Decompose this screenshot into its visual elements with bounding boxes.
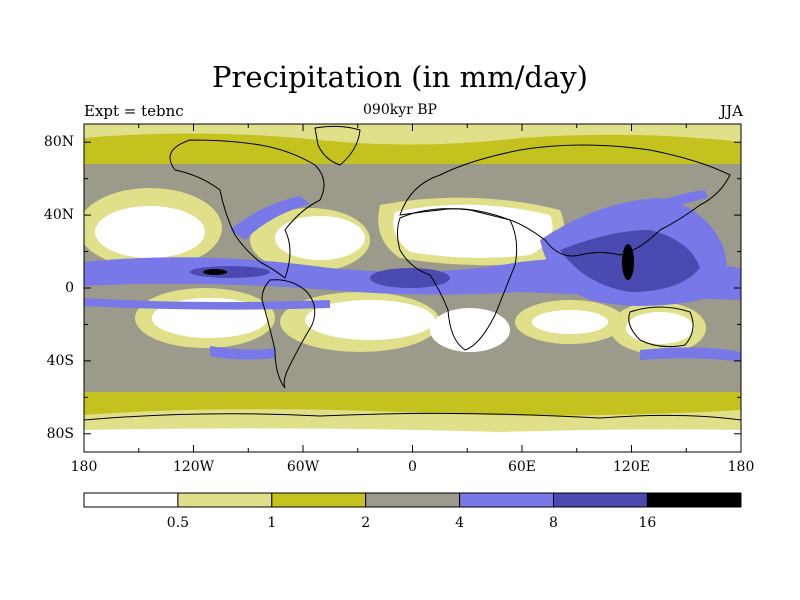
colorbar-bin (365, 492, 461, 508)
lat-tick-label: 40S (47, 353, 74, 369)
north-atlantic-dry-zone (275, 216, 365, 260)
lon-tick-label: 120W (173, 459, 215, 475)
colorbar-label: 16 (638, 515, 656, 531)
gulf-stream-rain-band (230, 196, 310, 240)
colorbar-label: 8 (549, 515, 558, 531)
eastern-pacific-rain-peak (203, 269, 227, 275)
colorbar-bin (177, 492, 273, 508)
lat-tick-label: 80N (44, 134, 74, 150)
australia-dry-zone (626, 312, 694, 344)
antarctica-coastline (84, 412, 741, 421)
colorbar-bin (459, 492, 555, 508)
experiment-label: Expt = tebnc (84, 102, 184, 120)
colorbar-label: 1 (267, 515, 276, 531)
axis-ticks (83, 124, 742, 452)
lon-tick-label: 180 (71, 459, 98, 475)
kuroshio-rain-band (630, 190, 708, 225)
precipitation-field (84, 124, 741, 452)
antarctic-dry-band (84, 428, 741, 452)
season-label: JJA (720, 102, 743, 120)
lon-tick-label: 60W (287, 459, 320, 475)
atlantic-africa-rain-core (370, 268, 450, 288)
colorbar-bin (646, 492, 742, 508)
southern-itcz-strip (84, 298, 330, 310)
eastern-pacific-rain-core (190, 266, 270, 278)
lon-tick-label: 180 (728, 459, 755, 475)
colorbar-label: 4 (455, 515, 464, 531)
colorbar: 0.5 1 2 4 8 16 (83, 492, 742, 531)
warm-pool-rain-peak (622, 244, 634, 280)
sahara-arabia-dry-zone (393, 204, 553, 258)
latitude-labels: 80N 40N 0 40S 80S (44, 134, 74, 442)
map-subtitle: 090kyr BP (363, 102, 437, 118)
arctic-light-band (84, 124, 741, 145)
lat-tick-label: 40N (44, 207, 74, 223)
lat-tick-label: 80S (47, 426, 74, 442)
tasman-storm-track (640, 347, 741, 362)
south-america-coastline (261, 279, 316, 389)
eurasia-coastline (399, 144, 731, 257)
south-pacific-storm-track (210, 346, 275, 360)
map-title: Precipitation (in mm/day) (212, 60, 588, 94)
colorbar-label: 2 (361, 515, 370, 531)
north-america-coastline (169, 139, 325, 279)
colorbar-label: 0.5 (167, 515, 189, 531)
indian-ocean-south-dry (532, 310, 608, 334)
colorbar-bin (271, 492, 367, 508)
australia-coastline (628, 306, 694, 348)
colorbar-bin (553, 492, 648, 508)
south-atlantic-dry-zone (305, 300, 435, 340)
colorbar-bin (83, 492, 179, 508)
lon-tick-label: 120E (613, 459, 650, 475)
lon-tick-label: 0 (408, 459, 417, 475)
north-pacific-dry-zone (95, 206, 205, 258)
coastlines (84, 125, 741, 421)
southern-africa-dry-zone (430, 308, 510, 352)
lon-tick-label: 60E (508, 459, 536, 475)
africa-coastline (397, 208, 518, 351)
lat-tick-label: 0 (65, 280, 74, 296)
greenland-coastline (314, 125, 361, 166)
longitude-labels: 180 120W 60W 0 60E 120E 180 (71, 459, 755, 475)
